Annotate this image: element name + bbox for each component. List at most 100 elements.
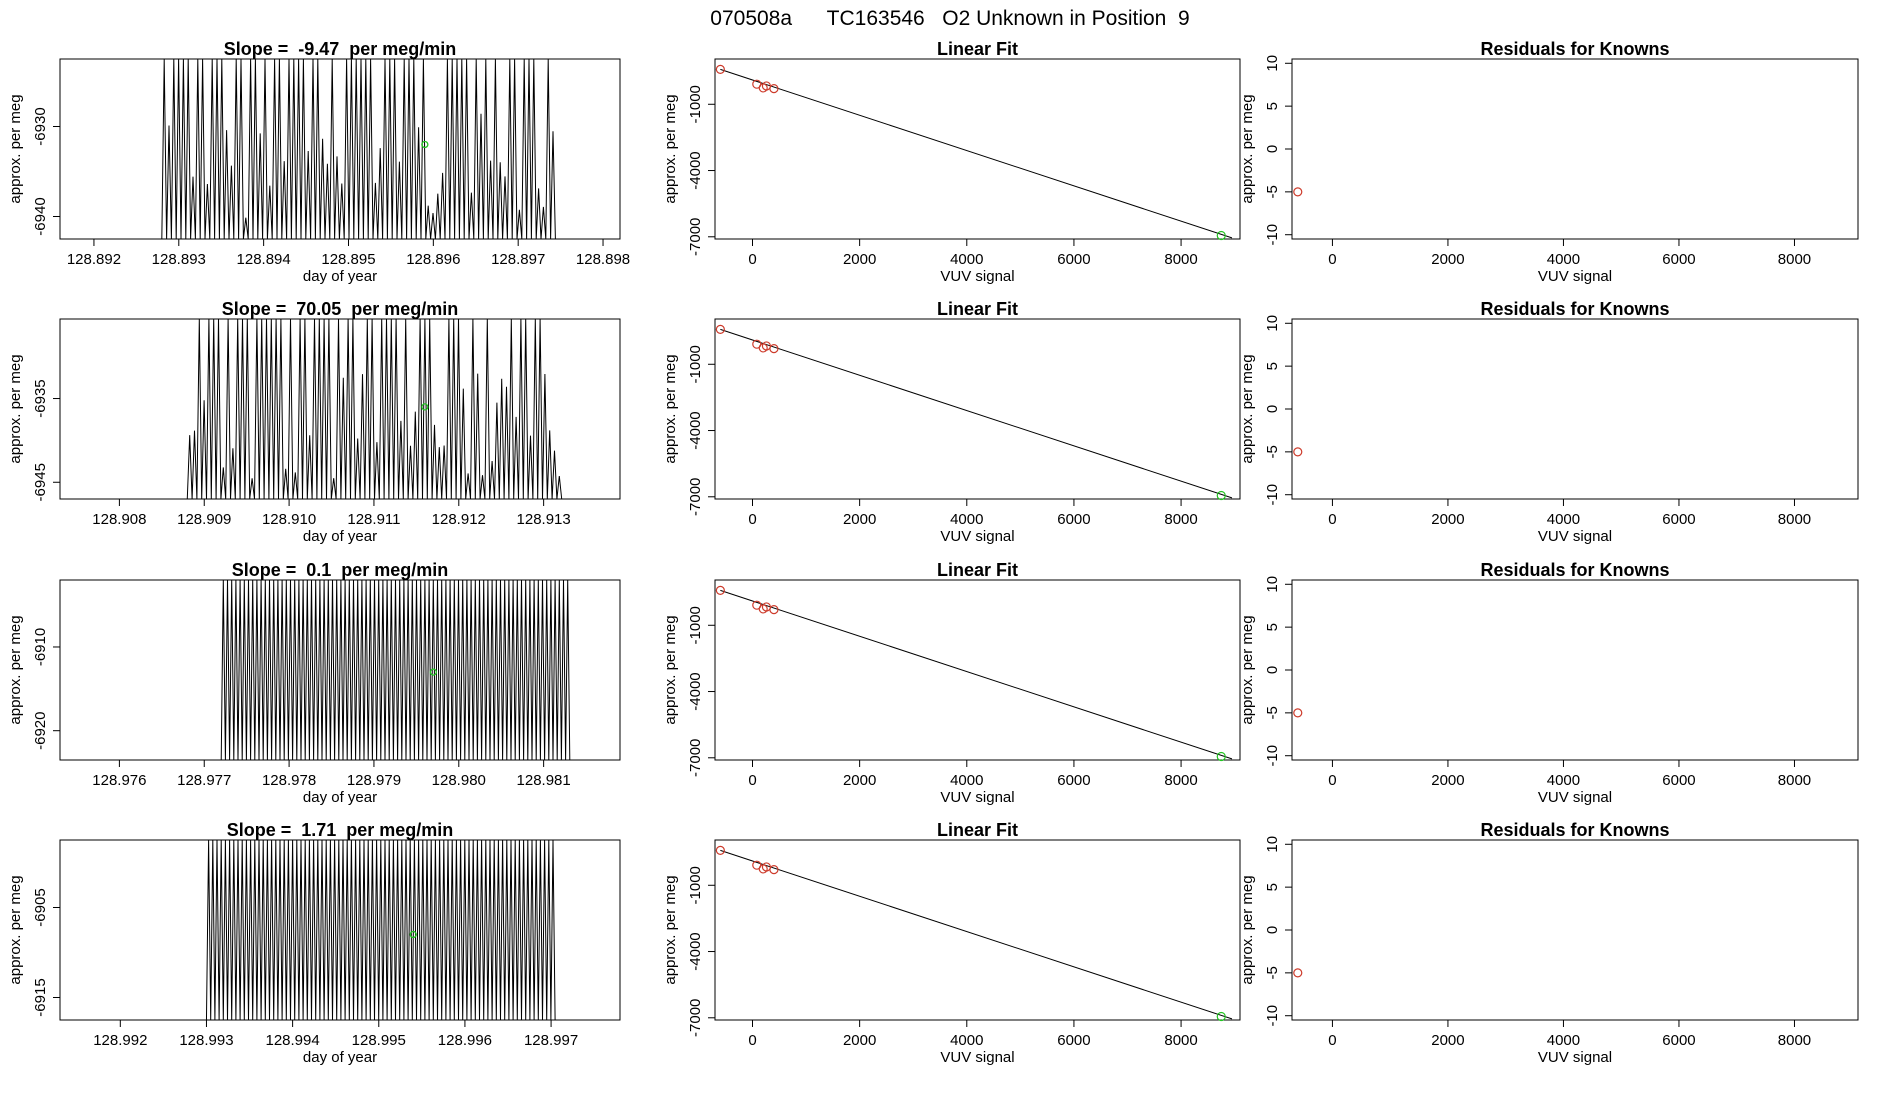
x-tick-label: 6000 <box>1057 511 1090 528</box>
plot-frame <box>59 579 621 761</box>
x-axis-label: day of year <box>303 789 377 806</box>
x-tick-label: 2000 <box>843 511 876 528</box>
y-axis-label: approx. per meg <box>7 354 24 463</box>
x-tick-label: 8000 <box>1164 1032 1197 1049</box>
x-tick-label: 0 <box>748 1032 756 1049</box>
x-tick-label: 2000 <box>843 772 876 789</box>
unknown-point <box>1216 230 1226 241</box>
y-tick-label: 5 <box>1264 623 1281 631</box>
panel-row4-timeseries: Slope = 1.71 per meg/min 128.992 128.993 12… <box>7 820 621 1066</box>
y-tick-label: 10 <box>1264 55 1281 72</box>
y-tick-label: 0 <box>1264 405 1281 413</box>
panel-title: Residuals for Knowns <box>1480 560 1669 580</box>
x-tick-label: 8000 <box>1778 511 1811 528</box>
panel-row2-timeseries: Slope = 70.05 per meg/min 128.908 128.909 1… <box>7 299 621 545</box>
known-point <box>715 845 725 855</box>
x-tick-label: 4000 <box>1547 251 1580 268</box>
timeseries-trace <box>60 319 620 499</box>
plot-frame <box>1291 318 1859 500</box>
x-axis-label: day of year <box>303 268 377 285</box>
x-tick-label: 4000 <box>950 772 983 789</box>
panel-row3-timeseries: Slope = 0.1 per meg/min 128.976 128.977 128… <box>7 560 621 806</box>
unknown-point <box>1216 1011 1226 1022</box>
x-tick-label: 128.981 <box>517 772 571 789</box>
y-tick-label: -6915 <box>32 978 49 1016</box>
y-tick-label: -10 <box>1264 745 1281 767</box>
y-tick-label: -1000 <box>687 85 704 123</box>
x-tick-label: 6000 <box>1057 1032 1090 1049</box>
known-point <box>769 83 779 94</box>
panel-title: Slope = 1.71 per meg/min <box>227 820 454 840</box>
plot-frame <box>714 839 1241 1021</box>
x-tick-label: 0 <box>1328 511 1336 528</box>
x-tick-label: 6000 <box>1662 1032 1695 1049</box>
y-tick-label: -6940 <box>32 197 49 235</box>
y-axis-label: approx. per meg <box>662 875 679 984</box>
panel-title: Linear Fit <box>937 560 1018 580</box>
x-tick-label: 128.897 <box>491 251 545 268</box>
plot-frame <box>1291 579 1859 761</box>
x-tick-label: 4000 <box>1547 1032 1580 1049</box>
panel-title: Linear Fit <box>937 299 1018 319</box>
panel-title: Linear Fit <box>937 820 1018 840</box>
y-tick-label: -4000 <box>687 151 704 189</box>
x-tick-label: 2000 <box>843 1032 876 1049</box>
y-axis-label: approx. per meg <box>1239 615 1256 724</box>
x-tick-label: 2000 <box>1431 251 1464 268</box>
timeseries-trace <box>60 580 620 760</box>
x-tick-label: 4000 <box>950 1032 983 1049</box>
y-tick-label: -7000 <box>687 478 704 516</box>
known-point <box>715 324 725 334</box>
y-tick-label: 5 <box>1264 102 1281 110</box>
x-tick-label: 6000 <box>1662 251 1695 268</box>
x-tick-label: 128.892 <box>67 251 121 268</box>
x-tick-label: 2000 <box>1431 1032 1464 1049</box>
x-tick-label: 8000 <box>1164 251 1197 268</box>
x-tick-label: 128.913 <box>517 511 571 528</box>
x-tick-label: 2000 <box>1431 772 1464 789</box>
x-tick-label: 128.995 <box>352 1032 406 1049</box>
y-tick-label: -7000 <box>687 739 704 777</box>
panel-row4-resid: Residuals for Knowns 0 2000 4000 6000 8000 -10… <box>1239 820 1859 1066</box>
x-tick-label: 4000 <box>1547 511 1580 528</box>
x-tick-label: 128.896 <box>406 251 460 268</box>
x-tick-label: 128.997 <box>524 1032 578 1049</box>
x-tick-label: 8000 <box>1164 772 1197 789</box>
y-tick-label: 5 <box>1264 362 1281 370</box>
unknown-marker <box>421 140 429 149</box>
y-tick-label: -10 <box>1264 224 1281 246</box>
y-tick-label: 10 <box>1264 836 1281 853</box>
x-tick-label: 128.976 <box>92 772 146 789</box>
x-axis-label: VUV signal <box>940 528 1014 545</box>
x-tick-label: 2000 <box>843 251 876 268</box>
timeseries-trace <box>60 840 620 1020</box>
timeseries-trace <box>60 59 620 239</box>
panel-title: Slope = 70.05 per meg/min <box>222 299 459 319</box>
x-tick-label: 0 <box>748 772 756 789</box>
y-tick-label: 5 <box>1264 883 1281 891</box>
x-tick-label: 128.898 <box>576 251 630 268</box>
known-point <box>769 864 779 875</box>
y-axis-label: approx. per meg <box>662 615 679 724</box>
y-tick-label: -1000 <box>687 606 704 644</box>
x-tick-label: 6000 <box>1662 511 1695 528</box>
plot-frame <box>714 58 1241 240</box>
panel-row3-fit: Linear Fit 0 2000 4000 6000 8000 -1000 -4000 -70… <box>662 560 1241 806</box>
y-tick-label: -1000 <box>687 345 704 383</box>
y-axis-label: approx. per meg <box>1239 354 1256 463</box>
x-tick-label: 128.980 <box>432 772 486 789</box>
plot-frame <box>1291 839 1859 1021</box>
known-point <box>769 343 779 354</box>
x-tick-label: 128.908 <box>92 511 146 528</box>
known-point <box>715 585 725 595</box>
y-tick-label: -6920 <box>32 712 49 750</box>
x-tick-label: 128.994 <box>265 1032 319 1049</box>
unknown-point <box>1216 490 1226 501</box>
x-axis-label: VUV signal <box>1538 268 1612 285</box>
x-tick-label: 128.977 <box>177 772 231 789</box>
x-tick-label: 0 <box>1328 251 1336 268</box>
x-axis-label: day of year <box>303 528 377 545</box>
y-tick-label: 0 <box>1264 926 1281 934</box>
x-tick-label: 8000 <box>1778 251 1811 268</box>
y-tick-label: -1000 <box>687 866 704 904</box>
